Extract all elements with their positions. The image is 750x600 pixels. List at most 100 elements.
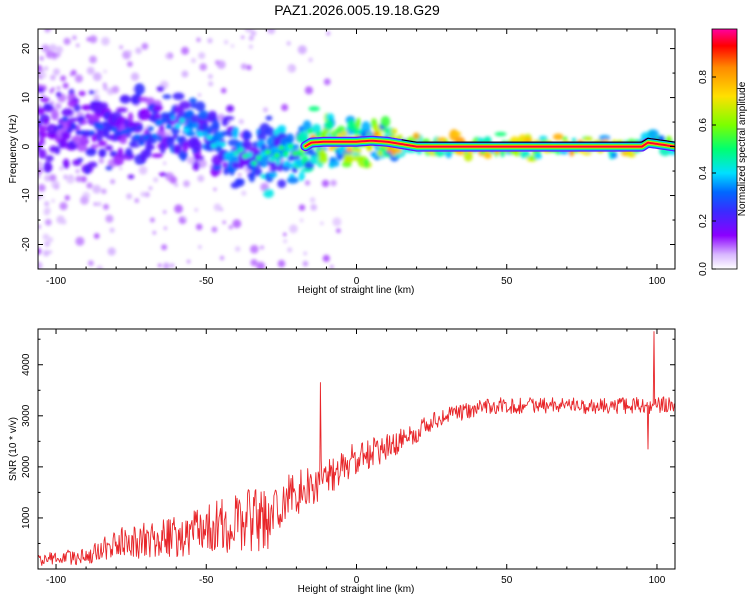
spectrogram-blob	[127, 112, 134, 123]
figure-title: PAZ1.2026.005.19.18.G29	[274, 2, 440, 18]
spectrogram-blob	[129, 143, 140, 148]
spectrogram-noise-blob	[211, 226, 218, 233]
spectrogram-noise-blob	[163, 226, 167, 230]
spectrogram-core-blob	[282, 150, 289, 156]
spectrogram-noise-blob	[48, 250, 53, 254]
spectrogram-core-blob	[273, 152, 280, 158]
spectrogram-noise-blob	[127, 50, 132, 55]
spectrogram-blob	[380, 116, 391, 128]
spectrogram-noise-blob	[101, 36, 110, 46]
spectrogram-core-blob	[174, 123, 181, 129]
spectrogram-noise-blob	[148, 186, 153, 191]
spectrogram-noise-blob	[322, 254, 330, 262]
spectrogram-blob	[38, 87, 45, 93]
spectrogram-core-blob	[215, 140, 222, 147]
spectrogram-blob	[286, 133, 295, 144]
spectrogram-core-blob	[75, 129, 82, 136]
spectrogram-noise-blob	[197, 93, 202, 97]
spectrogram-noise-blob	[42, 233, 50, 241]
spectrogram-noise-blob	[222, 220, 226, 224]
spectrogram-blob	[254, 167, 263, 177]
snr-y-label: SNR (10 * v/v)	[8, 417, 19, 481]
spectrogram-core-blob	[346, 146, 352, 153]
spectrogram-noise-blob	[74, 74, 83, 83]
spectrogram-blob	[329, 157, 337, 162]
spectrogram-noise-blob	[197, 159, 207, 169]
spectrogram-noise-blob	[228, 225, 233, 230]
spectrogram-noise-blob	[38, 195, 41, 200]
spectrogram-core-blob	[102, 121, 109, 127]
spectrogram-blob	[97, 140, 107, 147]
spectrogram-noise-blob	[286, 41, 291, 46]
spectrogram-blob	[73, 103, 81, 113]
spectrogram-noise-blob	[174, 182, 179, 187]
spectrogram-core-blob	[138, 140, 145, 146]
y-tick-label: 4000	[21, 353, 32, 376]
spectrogram-noise-blob	[44, 241, 51, 247]
spectrogram-core-blob	[161, 117, 168, 123]
spectrogram-noise-blob	[80, 176, 87, 183]
spectrogram-noise-blob	[198, 52, 206, 60]
y-tick-label: -10	[21, 188, 32, 203]
spectrogram-blob	[391, 128, 398, 135]
spectrogram-blob	[277, 125, 287, 133]
spectrogram-noise-blob	[144, 191, 150, 198]
spectrogram-core-blob	[228, 150, 235, 157]
spectrogram-noise-blob	[309, 197, 316, 203]
spectrogram-core-blob	[395, 148, 402, 154]
snr-x-label: Height of straight line (km)	[298, 584, 415, 595]
spectrogram-core-blob	[183, 127, 190, 133]
spectrogram-trace-line	[401, 137, 675, 143]
snr-y-ticks: 1000 2000 3000 4000	[21, 338, 675, 570]
spectrogram-noise-blob	[111, 85, 120, 94]
spectrogram-noise-blob	[332, 217, 342, 227]
spectrogram-noise-blob	[248, 44, 253, 49]
spectrogram-blob	[463, 151, 473, 162]
spectrogram-blob	[38, 148, 47, 159]
spectrogram-noise-blob	[60, 75, 67, 82]
spectrogram-noise-blob	[250, 244, 259, 254]
spectrogram-core-blob	[179, 117, 186, 124]
spectrogram-blob	[226, 105, 235, 113]
colorbar-tick-label: 0.8	[698, 70, 709, 84]
spectrogram-noise-blob	[182, 216, 187, 220]
spectrogram-blob	[571, 138, 577, 142]
spectrogram-blob	[76, 142, 88, 152]
spectrogram-noise-blob	[238, 119, 244, 125]
spectrogram-core-blob	[165, 124, 172, 130]
spectrogram-noise-blob	[49, 174, 57, 182]
spectrogram-blob	[43, 103, 53, 111]
spectrogram-blob	[54, 146, 61, 155]
spectrogram-blob	[105, 145, 113, 151]
spectrogram-blob	[198, 110, 210, 120]
spectrogram-noise-blob	[303, 251, 308, 256]
spectrogram-core-blob	[129, 126, 136, 133]
spectrogram-blob	[43, 161, 53, 173]
spectrogram-noise-blob	[64, 195, 71, 201]
spectrogram-blob	[156, 85, 165, 92]
spectrogram-noise-blob	[283, 232, 287, 237]
spectrogram-blob	[60, 130, 71, 141]
spectrogram-noise-blob	[53, 68, 60, 76]
y-tick-label: 2000	[21, 455, 32, 478]
spectrogram-noise-blob	[94, 89, 99, 94]
spectrogram-blob	[363, 158, 370, 168]
spectrogram-noise-blob	[246, 64, 252, 71]
spectrogram-blob	[494, 132, 507, 137]
spectrogram-noise-blob	[56, 215, 65, 224]
spectrogram-blob	[598, 135, 611, 141]
spectrogram-noise-blob	[138, 166, 148, 175]
spectrogram-blob	[328, 159, 340, 168]
spectrogram-blob	[286, 176, 299, 184]
spectrogram-blob	[519, 149, 531, 159]
spectrogram-noise-blob	[70, 69, 77, 76]
y-tick-label: 1000	[21, 506, 32, 529]
spectrogram-core-blob	[341, 130, 348, 136]
spectrogram-noise-blob	[169, 176, 177, 184]
spectrogram-noise-blob	[219, 207, 224, 212]
spectrogram-noise-blob	[153, 177, 159, 183]
spectrogram-noise-blob	[310, 204, 318, 211]
spectrogram-blob	[45, 155, 54, 162]
spectrogram-noise-blob	[163, 161, 167, 165]
